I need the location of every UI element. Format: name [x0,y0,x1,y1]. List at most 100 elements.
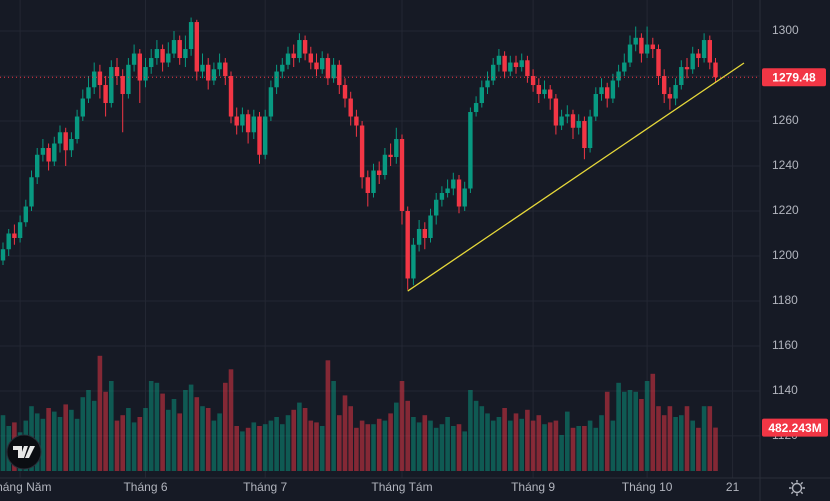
candle-body [188,22,194,50]
volume-bar [240,431,245,471]
volume-bar [365,424,371,471]
volume-bar [137,417,143,471]
candle-body [559,116,564,126]
volume-bar [639,399,644,471]
candle-body [86,87,91,99]
volume-bar [650,373,656,471]
volume-bar [553,420,559,471]
candle-body [177,40,182,59]
volume-bar [63,404,68,471]
candle-body [570,114,576,128]
candle-body [479,87,484,104]
candle-body [171,40,177,54]
candle-body [445,188,450,193]
volume-bar [194,397,200,471]
candle-body [291,53,296,59]
candle-body [605,87,610,99]
volume-bar [331,381,336,471]
candle-body [679,67,684,86]
volume-bar [223,382,228,471]
candle-body [451,179,456,189]
logo[interactable] [6,434,42,470]
candle-body [263,116,268,155]
candle-body [206,64,211,81]
volume-bar [251,422,257,471]
volume-bar [57,417,63,471]
volume-bar [582,426,587,471]
candle-body [365,177,370,193]
candle-body [12,233,17,238]
candle-body [137,53,142,81]
y-tick-label: 1220 [772,203,799,217]
candle-body [234,116,239,126]
volume-bar [713,427,718,471]
candle-body [416,228,422,245]
candle-body [388,154,393,158]
volume-bar [587,420,593,471]
volume-bar [416,422,422,471]
volume-bar [616,382,621,471]
volume-bar [211,420,217,471]
candle-body [166,53,171,63]
candle-body [348,98,353,117]
candle-body [519,60,524,68]
candle-body [354,116,359,126]
candle-body [684,67,690,70]
volume-bar [86,390,91,471]
candle-body [359,125,365,178]
candle-body [302,40,308,54]
candle-body [548,89,553,99]
volume-bar [274,417,279,471]
volume-bar [559,435,564,471]
volume-bar [701,406,707,471]
y-tick-label: 1140 [772,383,798,397]
price-pane [0,17,718,290]
volume-bar [547,422,553,471]
y-tick-label: 1260 [772,113,799,127]
candle-body [126,64,131,95]
volume-label: 482.243M [768,421,821,435]
volume-bar [451,426,456,471]
trendline [407,62,745,292]
volume-bar [126,408,131,471]
candle-body [656,49,661,77]
candle-body [23,206,28,223]
volume-bar [245,427,251,471]
axes: 1120114011601180120012201240126012801300… [0,23,828,494]
volume-bar [519,418,524,471]
x-tick-label: Tháng Năm [0,480,51,494]
volume-bar [114,420,120,471]
volume-bar [673,417,678,471]
volume-bar [188,384,194,471]
candle-body [46,148,51,162]
volume-bar [565,411,570,471]
x-tick-label: Tháng Tám [371,480,432,494]
volume-bar [91,400,97,471]
candle-body [120,76,125,95]
volume-bar [696,427,701,471]
volume-bar [382,420,388,471]
volume-bar [622,391,627,471]
volume-bar [302,408,308,471]
candle-body [274,71,279,88]
y-tick-label: 1180 [772,293,798,307]
candle-body [713,62,718,78]
candle-body [434,199,439,216]
volume-bar [394,402,399,471]
volume-bar [570,427,576,471]
volume-bar [200,406,205,471]
volume-bar [234,426,239,471]
volume-bar [257,426,262,471]
candle-body [542,89,547,95]
last-price-label: 1279.48 [772,70,816,84]
candle-body [468,112,473,189]
volume-bar [610,420,616,471]
volume-bar [679,415,684,471]
candle-body [701,40,707,59]
volume-bar [593,427,599,471]
settings-icon[interactable] [789,480,805,496]
x-tick-label: 21 [726,480,740,494]
candle-body [223,62,228,77]
candle-body [92,71,97,88]
